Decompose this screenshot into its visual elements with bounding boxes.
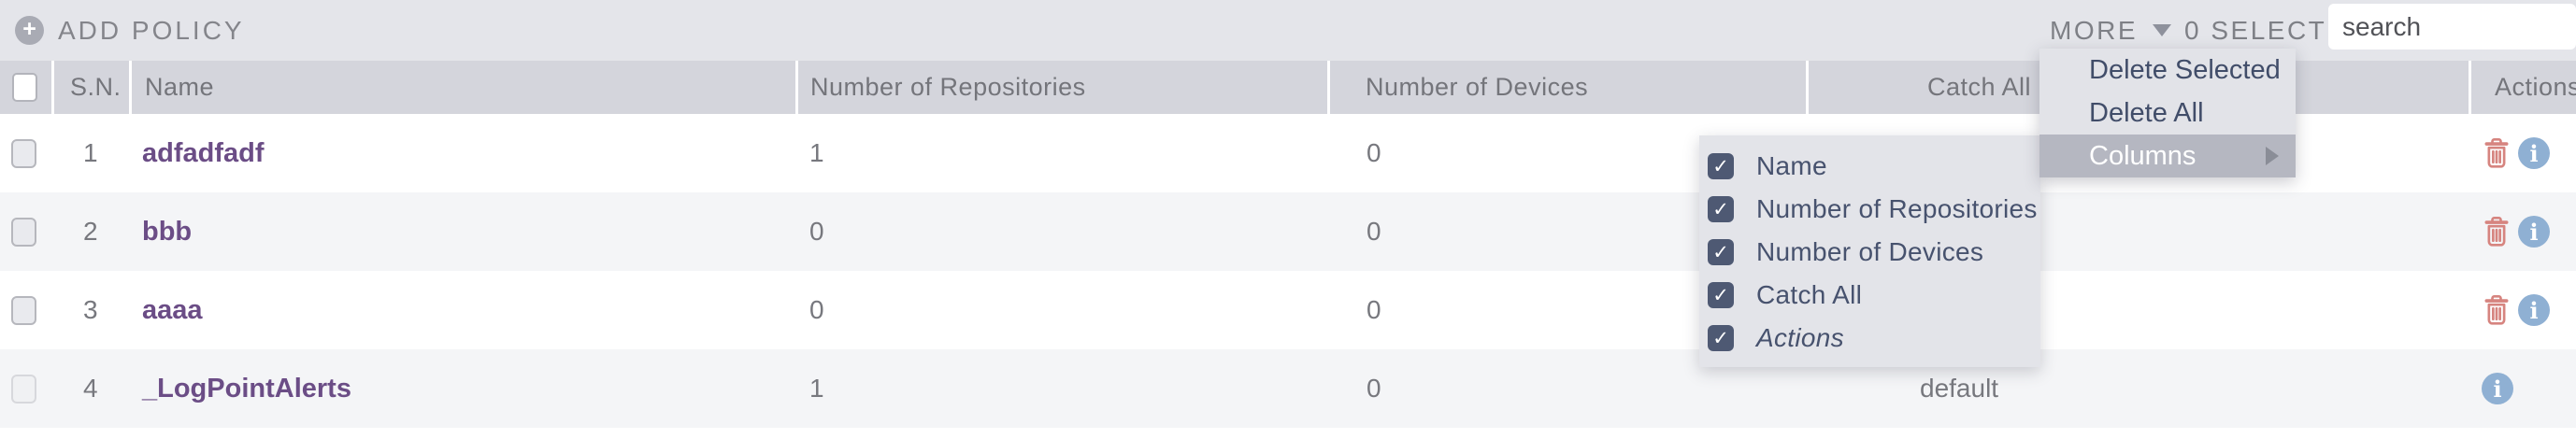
table-row: 2 bbb 0 0 i (0, 192, 2576, 271)
column-toggle-label: Catch All (1756, 280, 1863, 309)
sn-cell: 3 (83, 295, 98, 324)
more-dropdown-menu: Delete Selected Delete All Columns (2039, 49, 2296, 177)
sn-cell: 2 (83, 217, 98, 246)
catch-all-cell: default (1920, 374, 1999, 403)
info-icon: i (2518, 137, 2550, 169)
table-body: 1 adfadfadf 1 0 i (0, 114, 2576, 428)
header-actions: Actions (2469, 61, 2576, 114)
info-button[interactable]: i (2482, 373, 2513, 404)
column-toggle-label: Number of Devices (1756, 237, 1984, 266)
actions-cell: i (2469, 349, 2576, 428)
search-input[interactable] (2328, 4, 2576, 50)
header-sn: S.N. (51, 61, 129, 114)
checked-checkbox-icon: ✓ (1708, 325, 1734, 351)
info-button[interactable]: i (2518, 216, 2550, 248)
actions-cell: i (2469, 271, 2576, 349)
menu-item-delete-all[interactable]: Delete All (2089, 97, 2204, 128)
column-toggle-devices[interactable]: ✓ Number of Devices (1699, 231, 2040, 274)
column-toggle-label: Number of Repositories (1756, 194, 2038, 223)
info-button[interactable]: i (2518, 294, 2550, 326)
row-checkbox[interactable] (11, 138, 36, 168)
menu-item-columns-label: Columns (2089, 140, 2197, 171)
column-toggle-name[interactable]: ✓ Name (1699, 145, 2040, 188)
checked-checkbox-icon: ✓ (1708, 239, 1734, 265)
policy-name-link[interactable]: adfadfadf (142, 137, 265, 168)
column-toggle-actions[interactable]: ✓ Actions (1699, 317, 2040, 360)
trash-icon (2484, 137, 2509, 168)
more-button[interactable]: MORE (2050, 0, 2171, 61)
menu-item-delete-selected[interactable]: Delete Selected (2089, 54, 2281, 85)
policy-name-link[interactable]: bbb (142, 216, 193, 247)
more-label: MORE (2050, 15, 2138, 45)
chevron-right-icon (2266, 147, 2279, 165)
checked-checkbox-icon: ✓ (1708, 153, 1734, 179)
devices-cell: 0 (1367, 217, 1381, 246)
trash-icon (2484, 216, 2509, 247)
repositories-cell: 1 (809, 374, 824, 403)
devices-cell: 0 (1367, 138, 1381, 167)
sn-cell: 1 (83, 138, 98, 167)
header-name: Name (129, 61, 795, 114)
add-policy-label: ADD POLICY (58, 15, 245, 45)
delete-policy-button[interactable] (2482, 216, 2512, 248)
policy-name-link[interactable]: aaaa (142, 294, 203, 325)
info-button[interactable]: i (2518, 137, 2550, 169)
info-icon: i (2518, 216, 2550, 248)
header-devices: Number of Devices (1327, 61, 1806, 114)
repositories-cell: 0 (809, 295, 824, 324)
actions-cell: i (2469, 114, 2576, 192)
repositories-cell: 0 (809, 217, 824, 246)
column-toggle-catch-all[interactable]: ✓ Catch All (1699, 274, 2040, 317)
row-checkbox[interactable] (11, 374, 36, 404)
checked-checkbox-icon: ✓ (1708, 196, 1734, 222)
info-icon: i (2482, 373, 2513, 404)
policy-name-link[interactable]: _LogPointAlerts (142, 373, 351, 404)
add-policy-button[interactable]: + ADD POLICY (15, 0, 245, 61)
info-icon: i (2518, 294, 2550, 326)
header-checkbox-cell (0, 61, 51, 114)
column-toggle-label: Name (1756, 151, 1827, 180)
delete-policy-button[interactable] (2482, 137, 2512, 169)
columns-submenu: ✓ Name ✓ Number of Repositories ✓ Number… (1699, 135, 2040, 367)
column-toggle-repositories[interactable]: ✓ Number of Repositories (1699, 188, 2040, 231)
trash-icon (2484, 294, 2509, 325)
devices-cell: 0 (1367, 374, 1381, 403)
repositories-cell: 1 (809, 138, 824, 167)
devices-cell: 0 (1367, 295, 1381, 324)
header-repositories: Number of Repositories (795, 61, 1327, 114)
toolbar: + ADD POLICY MORE 0 SELECTED ✕ (0, 0, 2576, 61)
checked-checkbox-icon: ✓ (1708, 282, 1734, 308)
table-row: 3 aaaa 0 0 i (0, 271, 2576, 349)
delete-policy-button[interactable] (2482, 294, 2512, 326)
menu-item-columns[interactable]: Columns (2039, 135, 2296, 177)
chevron-down-icon (2153, 24, 2171, 36)
row-checkbox[interactable] (11, 295, 36, 325)
header-catch-all: Catch All (1806, 61, 2469, 114)
row-checkbox[interactable] (11, 217, 36, 247)
sn-cell: 4 (83, 374, 98, 403)
table-row: 4 _LogPointAlerts 1 0 default i (0, 349, 2576, 428)
search-box: ✕ (2328, 4, 2576, 50)
actions-cell: i (2469, 192, 2576, 271)
column-toggle-label: Actions (1756, 323, 1844, 352)
plus-icon: + (15, 16, 44, 45)
select-all-checkbox[interactable] (12, 73, 37, 102)
